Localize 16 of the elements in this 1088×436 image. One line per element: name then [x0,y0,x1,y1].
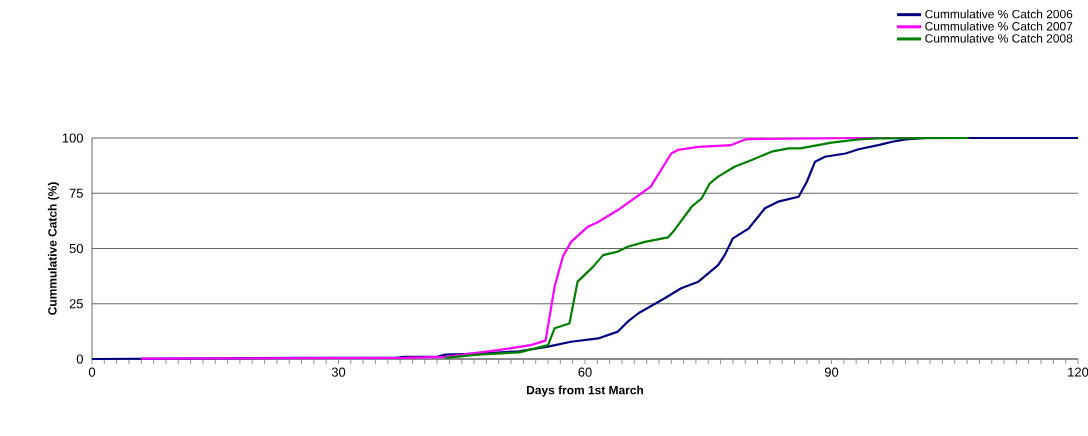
legend-label: Cummulative % Catch 2007 [925,21,1073,31]
x-tick-label: 90 [824,367,839,377]
legend-label: Cummulative % Catch 2006 [925,9,1073,19]
y-tick-label: 0 [76,354,83,364]
x-tick-label: 30 [331,367,346,377]
y-tick-label: 25 [69,299,83,309]
x-tick-label: 60 [578,367,592,377]
x-tick-label: 120 [1068,367,1088,377]
y-tick-label: 50 [69,243,83,254]
x-axis-title: Days from 1st March [527,385,644,397]
y-tick-label: 75 [69,188,83,198]
x-tick-label: 0 [88,367,96,377]
line-series [444,136,970,359]
y-axis-title: Cummulative Catch (%) [47,182,60,315]
legend-label: Cummulative % Catch 2008 [925,33,1073,43]
y-tick-label: 100 [62,133,83,143]
